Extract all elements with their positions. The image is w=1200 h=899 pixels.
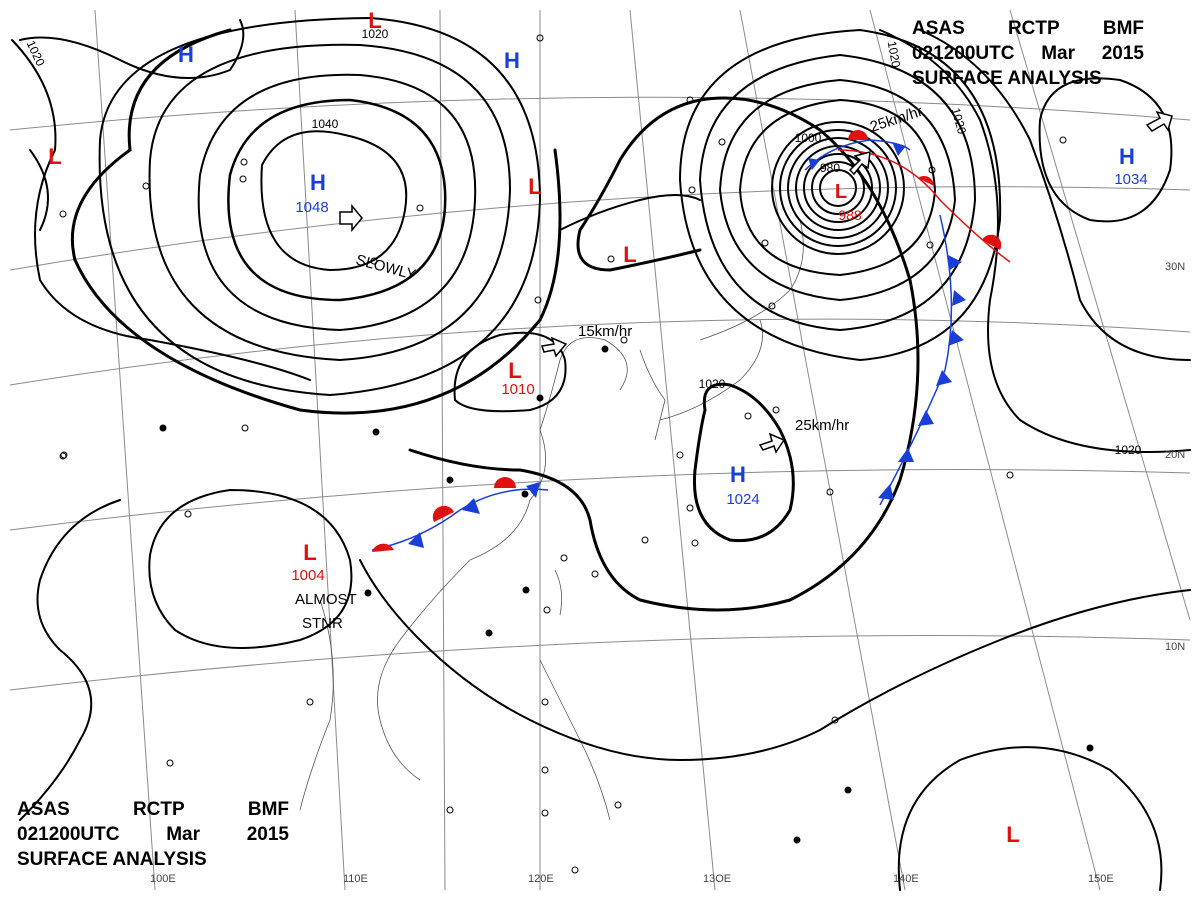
fronts — [371, 130, 1011, 552]
header-source: RCTP — [1007, 18, 1060, 39]
isobar-1020-west — [11, 39, 311, 381]
isobar-label: 1000 — [795, 131, 822, 145]
header-year: 2015 — [1101, 43, 1144, 64]
low-west-letter: L — [48, 144, 61, 169]
isobar-label: 1020 — [949, 106, 970, 136]
high-north-west-letter: H — [178, 42, 194, 67]
high-north-central-letter: H — [504, 48, 520, 73]
graticule — [9, 9, 1191, 891]
lat-label: 10N — [1165, 641, 1185, 653]
isobar-label: 1020 — [699, 377, 726, 391]
high-mongolia-letter: H — [310, 170, 326, 195]
arrow-ne-icon — [1145, 110, 1173, 132]
header-top: ASAS RCTP BMF 021200UTC Mar 2015 SURFACE… — [912, 16, 1144, 91]
axis-labels: 110E 120E 13OE 140E 150E 100E 30N 20N 10… — [150, 261, 1185, 885]
high-ecs-letter: H — [730, 462, 746, 487]
lon-label: 100E — [150, 873, 176, 885]
arrow-central-icon — [541, 336, 568, 358]
header-line-2: 021200UTC Mar 2015 — [912, 41, 1144, 66]
motion-label-central: 15km/hr — [578, 323, 632, 340]
header-line-1: ASAS RCTP BMF — [17, 797, 289, 822]
stationary-front — [371, 488, 549, 551]
isobar-label: 1020 — [362, 27, 389, 41]
isobar-1020-central — [408, 96, 920, 612]
low-north-top-letter: L — [368, 8, 381, 33]
low-indochina-value: 1004 — [291, 567, 324, 584]
header-line-1: ASAS RCTP BMF — [912, 16, 1144, 41]
low-north-china-letter: L — [528, 174, 541, 199]
station-markers — [59, 34, 1094, 874]
isobar-label: 980 — [820, 161, 840, 175]
header-month: Mar — [166, 824, 200, 845]
header-office: BMF — [247, 799, 289, 820]
motion-label-japan: 25km/hr — [868, 103, 925, 136]
coastlines — [299, 219, 804, 821]
motion-label-ecs: 25km/hr — [795, 417, 849, 434]
low-south-pacific-letter: L — [1006, 822, 1019, 847]
header-bottom: ASAS RCTP BMF 021200UTC Mar 2015 SURFACE… — [17, 797, 289, 872]
header-title: SURFACE ANALYSIS — [17, 849, 207, 870]
lat-label: 30N — [1165, 261, 1185, 273]
isobars — [11, 16, 1191, 891]
isobar-1024 — [70, 28, 562, 415]
low-japan-letter: L — [835, 181, 847, 203]
isobar-1020-north-west — [19, 19, 245, 79]
header-source: RCTP — [132, 799, 185, 820]
isobar-1032 — [148, 43, 512, 362]
low-japan-value: 988 — [838, 207, 862, 223]
header-year: 2015 — [246, 824, 289, 845]
header-month: Mar — [1041, 43, 1075, 64]
header-agency: ASAS — [17, 799, 70, 820]
lon-label: 150E — [1088, 873, 1114, 885]
isobar-labels: 1020 1020 1040 1020 1020 1000 980 1020 1… — [24, 27, 1142, 457]
high-mongolia-value: 1048 — [295, 199, 328, 216]
arrow-mongolia-icon — [339, 203, 363, 233]
isobar-label: 1020 — [1115, 443, 1142, 457]
arrow-ecs-icon — [758, 432, 786, 454]
header-time: 021200UTC — [17, 824, 120, 845]
motion-label-stnr: STNR — [302, 615, 343, 632]
isobar-1048-core — [260, 130, 408, 272]
isobar-1040 — [227, 98, 447, 302]
motion-label-almost: ALMOST — [295, 591, 357, 608]
lon-label: 13OE — [703, 873, 731, 885]
header-agency: ASAS — [912, 18, 965, 39]
lon-label: 120E — [528, 873, 554, 885]
lat-label: 20N — [1165, 449, 1185, 461]
low-korea-letter: L — [623, 242, 636, 267]
isobar-1036 — [197, 73, 477, 332]
lon-label: 110E — [343, 873, 368, 885]
isobar-1028 — [98, 16, 542, 397]
low-indochina-letter: L — [303, 540, 316, 565]
low-central-value: 1010 — [501, 381, 534, 398]
header-time: 021200UTC — [912, 43, 1015, 64]
header-office: BMF — [1102, 18, 1144, 39]
header-title: SURFACE ANALYSIS — [912, 68, 1102, 89]
isobar-label: 1020 — [24, 38, 48, 68]
lon-label: 140E — [893, 873, 919, 885]
pressure-centers: H 1048 H H H 1034 H 1024 L 988 L 1010 L … — [48, 8, 1147, 847]
arrow-japan-icon — [848, 150, 871, 176]
cold-front-japan — [879, 214, 953, 506]
isobar-label: 1020 — [885, 40, 903, 69]
high-north-east-letter: H — [1119, 144, 1135, 169]
warm-front-japan — [837, 149, 1011, 263]
header-line-2: 021200UTC Mar 2015 — [17, 822, 289, 847]
low-central-letter: L — [508, 358, 521, 383]
high-ecs-value: 1024 — [726, 491, 759, 508]
motion-label-slowly: SLOWLY — [354, 251, 418, 283]
isobar-label: 1040 — [312, 117, 339, 131]
motion-arrows — [339, 110, 1173, 454]
high-north-east-value: 1034 — [1114, 171, 1147, 188]
